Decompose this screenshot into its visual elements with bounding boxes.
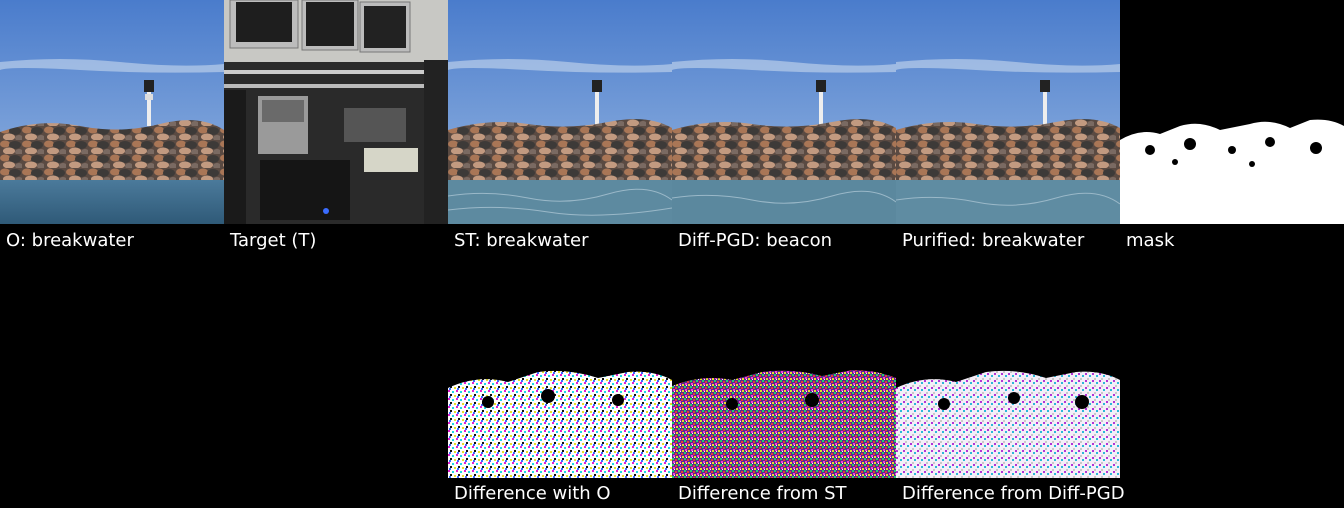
- target-image: [224, 0, 448, 224]
- purified-caption: Purified: breakwater: [902, 230, 1085, 251]
- mask-image: [1120, 0, 1344, 224]
- diff-from-diffpgd-caption: Difference from Diff-PGD: [902, 483, 1125, 504]
- target-caption: Target (T): [230, 230, 317, 251]
- diff-from-st-image: [672, 254, 896, 478]
- st-image: [448, 0, 672, 224]
- diffpgd-caption: Diff-PGD: beacon: [678, 230, 833, 251]
- purified-image: [896, 0, 1120, 224]
- original-image: [0, 0, 224, 224]
- original-caption: O: breakwater: [6, 230, 134, 251]
- mask-caption: mask: [1126, 230, 1175, 251]
- diff-with-o-image: [448, 254, 672, 478]
- diffpgd-image: [672, 0, 896, 224]
- diff-from-diffpgd-image: [896, 254, 1120, 478]
- diff-from-st-caption: Difference from ST: [678, 483, 847, 504]
- diff-with-o-caption: Difference with O: [454, 483, 611, 504]
- st-caption: ST: breakwater: [454, 230, 589, 251]
